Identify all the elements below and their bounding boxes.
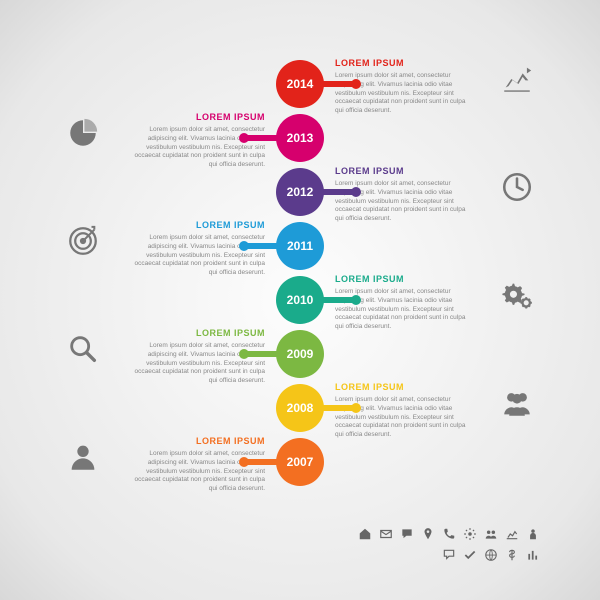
timeline-connector-dot xyxy=(351,403,361,413)
timeline-connector-dot xyxy=(239,457,249,467)
pie-icon xyxy=(66,116,100,150)
year-label: 2007 xyxy=(287,455,314,469)
year-label: 2011 xyxy=(287,239,313,253)
timeline-connector-dot xyxy=(351,187,361,197)
person-icon xyxy=(66,440,100,474)
year-label: 2013 xyxy=(287,131,314,145)
timeline-year-bubble: 2011 xyxy=(276,222,324,270)
clock-icon xyxy=(500,170,534,204)
gear-icon xyxy=(463,527,477,541)
year-label: 2014 xyxy=(287,77,314,91)
people-icon xyxy=(500,386,534,420)
timeline-connector-dot xyxy=(351,79,361,89)
timeline-connector-dot xyxy=(239,241,249,251)
mail-icon xyxy=(379,527,393,541)
bars-icon xyxy=(526,548,540,562)
speech-icon xyxy=(400,527,414,541)
dollar-icon xyxy=(505,548,519,562)
check-icon xyxy=(463,548,477,562)
chat-icon xyxy=(442,548,456,562)
search-icon xyxy=(66,332,100,366)
timeline-year-bubble: 2014 xyxy=(276,60,324,108)
timeline-year-bubble: 2009 xyxy=(276,330,324,378)
timeline-year-bubble: 2013 xyxy=(276,114,324,162)
entry-title: LOREM IPSUM xyxy=(335,382,475,392)
timeline-year-bubble: 2012 xyxy=(276,168,324,216)
timeline-connector-dot xyxy=(239,133,249,143)
entry-title: LOREM IPSUM xyxy=(125,220,265,230)
year-label: 2009 xyxy=(287,347,314,361)
entry-title: LOREM IPSUM xyxy=(335,166,475,176)
year-label: 2012 xyxy=(287,185,314,199)
gears-icon xyxy=(500,278,534,312)
pin-icon xyxy=(421,527,435,541)
entry-title: LOREM IPSUM xyxy=(125,436,265,446)
human-icon xyxy=(526,527,540,541)
entry-title: LOREM IPSUM xyxy=(335,58,475,68)
target-icon xyxy=(66,224,100,258)
timeline-year-bubble: 2010 xyxy=(276,276,324,324)
people-icon xyxy=(484,527,498,541)
timeline-year-bubble: 2008 xyxy=(276,384,324,432)
year-label: 2008 xyxy=(287,401,314,415)
home-icon xyxy=(358,527,372,541)
timeline-connector-dot xyxy=(239,349,249,359)
chart-icon xyxy=(500,62,534,96)
entry-title: LOREM IPSUM xyxy=(335,274,475,284)
timeline-connector-dot xyxy=(351,295,361,305)
graph-icon xyxy=(505,527,519,541)
globe-icon xyxy=(484,548,498,562)
entry-title: LOREM IPSUM xyxy=(125,328,265,338)
year-label: 2010 xyxy=(287,293,314,307)
footer-icon-row xyxy=(340,527,540,562)
entry-title: LOREM IPSUM xyxy=(125,112,265,122)
phone-icon xyxy=(442,527,456,541)
timeline-year-bubble: 2007 xyxy=(276,438,324,486)
